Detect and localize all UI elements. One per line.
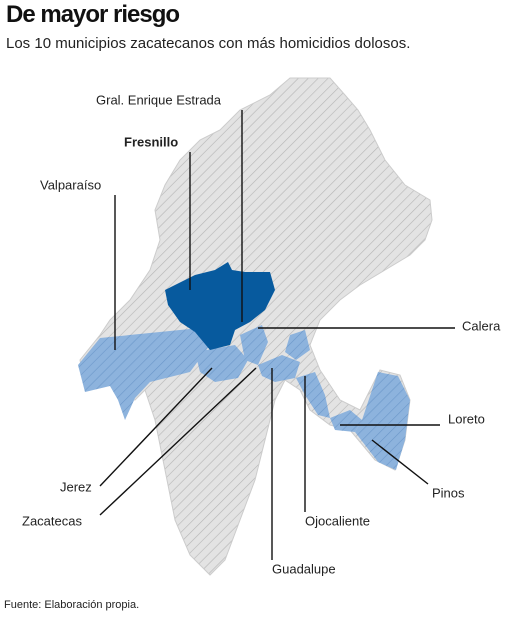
municipality-label: Valparaíso bbox=[40, 177, 101, 192]
region-loreto bbox=[330, 410, 362, 432]
municipality-label: Pinos bbox=[432, 485, 465, 500]
municipality-label: Fresnillo bbox=[124, 134, 178, 149]
subtitle: Los 10 municipios zacatecanos con más ho… bbox=[6, 35, 410, 52]
municipality-label: Zacatecas bbox=[22, 513, 82, 528]
region-valparaiso bbox=[78, 328, 210, 420]
leader-line bbox=[99, 367, 257, 516]
region-guadalupe bbox=[258, 355, 300, 382]
region-calera bbox=[285, 330, 310, 360]
source: Fuente: Elaboración propia. bbox=[4, 599, 139, 611]
region-pinos bbox=[355, 372, 410, 470]
leader-line bbox=[99, 367, 213, 487]
region-fresnillo bbox=[165, 262, 275, 350]
state-outline bbox=[79, 77, 433, 576]
municipality-label: Calera bbox=[462, 318, 501, 333]
municipality-label: Ojocaliente bbox=[305, 513, 370, 528]
municipality-label: Guadalupe bbox=[272, 561, 336, 576]
title: De mayor riesgo bbox=[6, 1, 179, 28]
municipality-label: Gral. Enrique Estrada bbox=[96, 92, 222, 107]
region-zacatecas bbox=[240, 325, 268, 365]
leader-line bbox=[371, 439, 429, 485]
municipality-label: Loreto bbox=[448, 411, 485, 426]
municipality-label: Jerez bbox=[60, 479, 92, 494]
